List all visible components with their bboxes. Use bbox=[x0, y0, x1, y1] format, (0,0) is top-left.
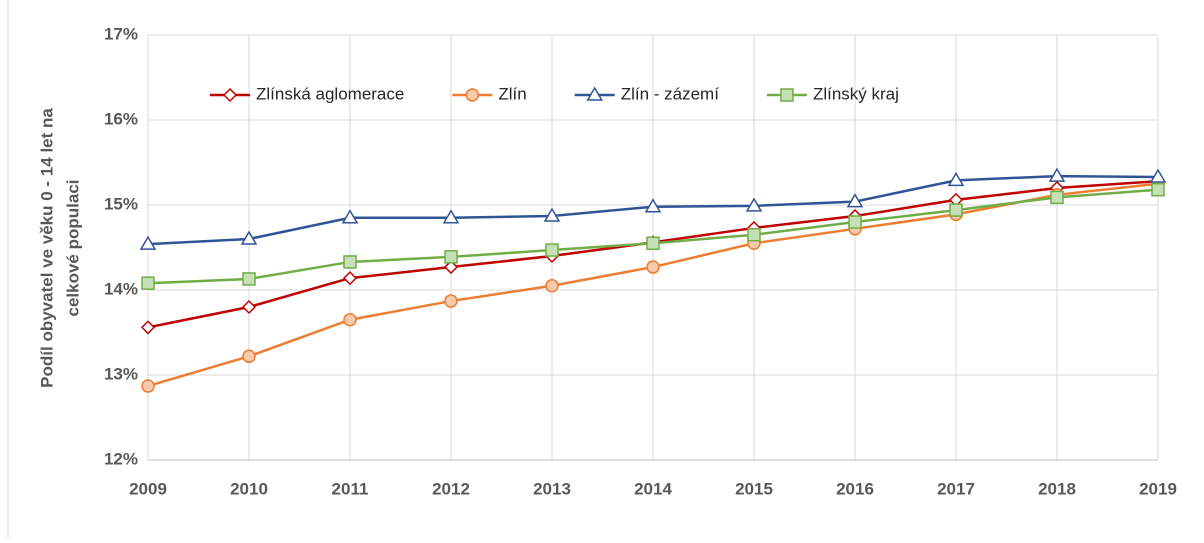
data-point bbox=[444, 250, 458, 264]
data-point bbox=[341, 209, 359, 224]
data-point bbox=[646, 236, 660, 250]
x-tick-label: 2015 bbox=[735, 479, 773, 498]
y-tick-label: 15% bbox=[104, 194, 138, 213]
legend-item: Zlín - zázemí bbox=[574, 84, 720, 103]
legend-label: Zlínský kraj bbox=[813, 84, 899, 103]
data-point bbox=[747, 228, 761, 242]
legend-marker bbox=[465, 88, 480, 102]
data-point bbox=[343, 255, 357, 269]
data-point bbox=[240, 230, 258, 245]
x-tick-label: 2017 bbox=[937, 479, 975, 498]
data-point bbox=[848, 215, 862, 229]
chart-frame bbox=[7, 0, 1204, 541]
data-point bbox=[139, 235, 157, 250]
x-tick-label: 2012 bbox=[432, 479, 470, 498]
data-point bbox=[646, 260, 660, 274]
data-point bbox=[442, 209, 460, 224]
legend-label: Zlín bbox=[498, 84, 526, 103]
y-tick-label: 13% bbox=[104, 364, 138, 383]
x-tick-label: 2018 bbox=[1038, 479, 1076, 498]
x-tick-label: 2013 bbox=[533, 479, 571, 498]
data-point bbox=[1151, 182, 1165, 197]
data-point bbox=[140, 320, 156, 335]
data-point bbox=[342, 271, 358, 286]
data-point bbox=[242, 349, 256, 364]
data-point bbox=[745, 197, 763, 212]
legend-label: Zlínská aglomerace bbox=[256, 84, 404, 103]
data-point bbox=[1048, 167, 1066, 182]
data-point bbox=[644, 198, 662, 213]
y-tick-label: 17% bbox=[104, 24, 138, 43]
y-axis-label: celkové populaci bbox=[63, 180, 82, 317]
data-point bbox=[846, 193, 864, 208]
data-point bbox=[543, 207, 561, 222]
y-axis-label: Podíl obyvatel ve věku 0 - 14 let na bbox=[37, 108, 56, 388]
data-point bbox=[1149, 168, 1167, 183]
data-point bbox=[947, 171, 965, 187]
x-tick-label: 2014 bbox=[634, 479, 672, 498]
x-tick-label: 2009 bbox=[129, 479, 167, 498]
data-point bbox=[343, 313, 357, 327]
data-point bbox=[242, 272, 256, 286]
legend-marker bbox=[222, 87, 238, 103]
y-tick-label: 12% bbox=[104, 449, 138, 468]
legend-item: Zlínská aglomerace bbox=[210, 84, 404, 103]
data-point bbox=[141, 276, 155, 290]
x-tick-label: 2016 bbox=[836, 479, 874, 498]
x-tick-label: 2019 bbox=[1139, 479, 1177, 498]
data-point bbox=[444, 294, 458, 308]
data-point bbox=[545, 243, 559, 257]
x-tick-label: 2011 bbox=[332, 479, 369, 498]
legend-item: Zlín bbox=[452, 84, 527, 103]
y-tick-label: 16% bbox=[104, 109, 138, 128]
legend-marker bbox=[586, 86, 603, 101]
data-point bbox=[949, 203, 963, 217]
data-point bbox=[141, 379, 155, 393]
x-tick-label: 2010 bbox=[230, 479, 268, 498]
legend-marker bbox=[780, 88, 794, 102]
legend-item: Zlínský kraj bbox=[766, 84, 899, 103]
data-point bbox=[443, 259, 459, 275]
data-point bbox=[241, 299, 257, 315]
legend-label: Zlín - zázemí bbox=[621, 84, 720, 103]
data-point bbox=[545, 279, 559, 293]
data-point bbox=[1050, 190, 1064, 205]
y-tick-label: 14% bbox=[104, 279, 138, 298]
